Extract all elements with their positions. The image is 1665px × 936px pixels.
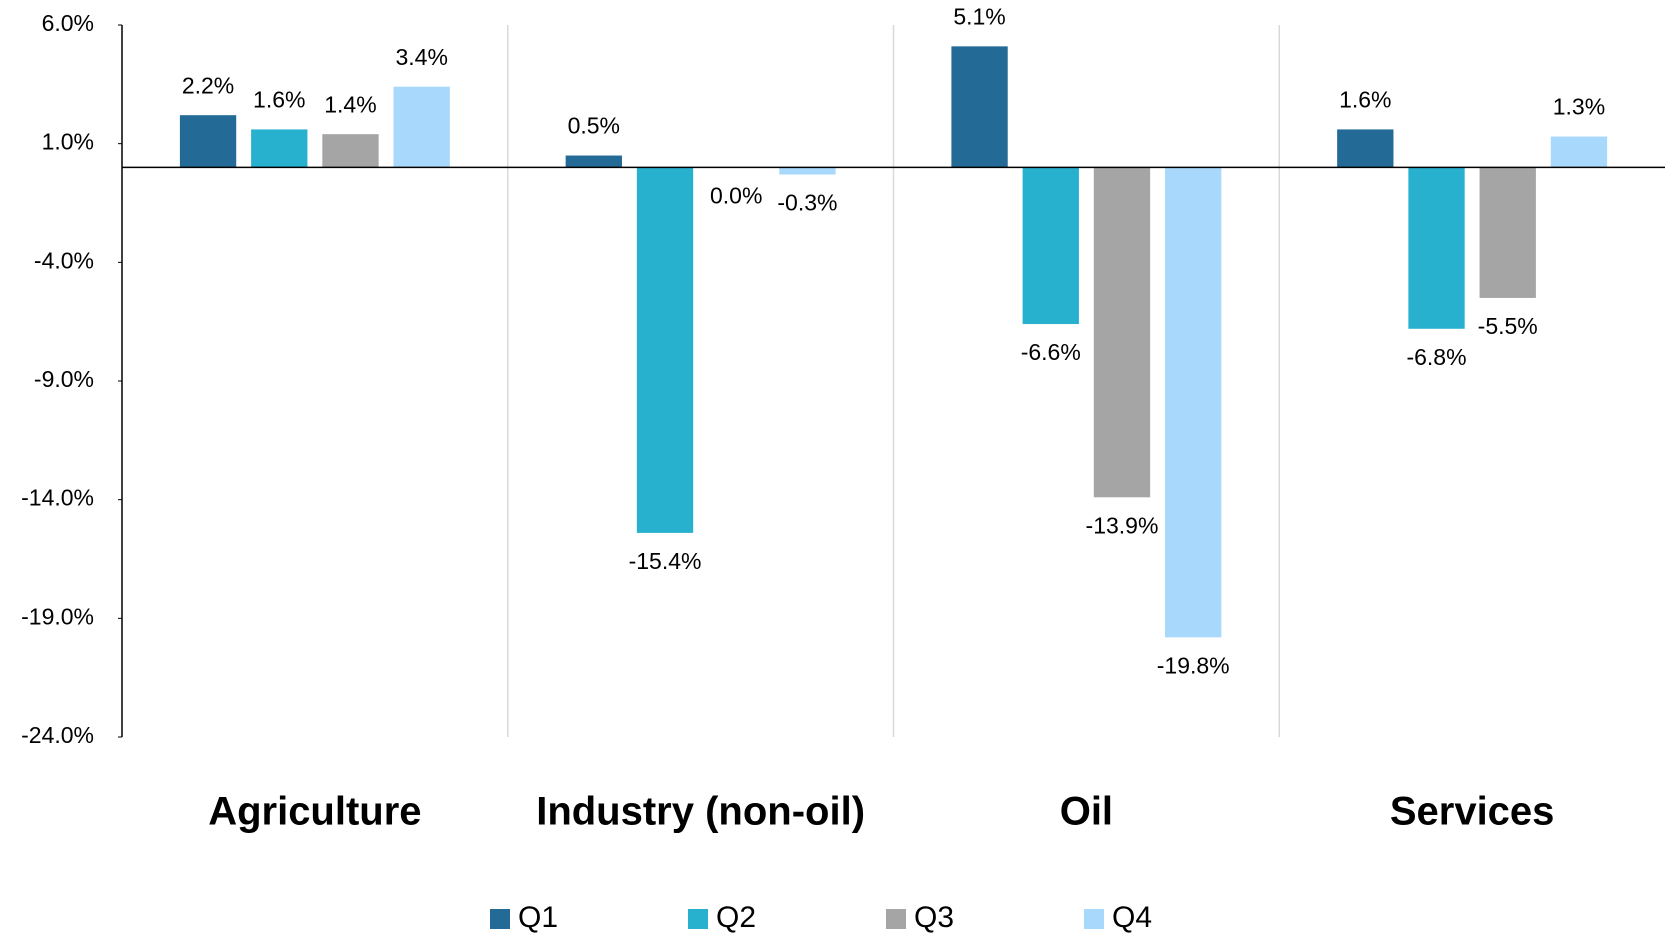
- data-label: 1.6%: [1339, 87, 1391, 113]
- data-label: 2.2%: [182, 72, 234, 98]
- legend-swatch: [886, 909, 906, 929]
- bar: [1408, 167, 1465, 329]
- bar: [779, 167, 836, 175]
- data-label: 1.3%: [1553, 94, 1605, 120]
- legend-swatch: [1084, 909, 1104, 929]
- legend-label: Q2: [716, 901, 756, 934]
- bar: [322, 134, 379, 168]
- data-label: -6.8%: [1406, 344, 1466, 370]
- y-tick-label: 6.0%: [42, 10, 94, 36]
- bar: [951, 46, 1008, 168]
- data-label: -19.8%: [1157, 652, 1230, 678]
- x-tick-label: Agriculture: [208, 790, 421, 834]
- legend-label: Q4: [1112, 901, 1152, 934]
- data-label: 0.5%: [568, 113, 620, 139]
- data-label: 0.0%: [710, 182, 762, 208]
- x-tick-label: Industry (non-oil): [536, 790, 865, 834]
- data-label: 1.6%: [253, 87, 305, 113]
- y-tick-label: -4.0%: [34, 247, 94, 273]
- bar: [1337, 129, 1394, 168]
- data-label: 3.4%: [395, 44, 447, 70]
- legend-swatch: [688, 909, 708, 929]
- y-tick-label: -24.0%: [21, 722, 94, 748]
- data-label: -15.4%: [629, 548, 702, 574]
- data-label: -0.3%: [777, 190, 837, 216]
- bar: [1165, 167, 1222, 638]
- data-label: -5.5%: [1478, 313, 1538, 339]
- bar: [393, 86, 450, 168]
- legend-label: Q1: [518, 901, 558, 934]
- bar: [251, 129, 308, 168]
- bar: [1022, 167, 1079, 325]
- bar: [1479, 167, 1536, 298]
- legend-swatch: [490, 909, 510, 929]
- bar: [1093, 167, 1151, 498]
- x-tick-label: Services: [1390, 790, 1555, 834]
- x-tick-label: Oil: [1060, 790, 1113, 834]
- data-label: 5.1%: [953, 3, 1005, 29]
- data-label: 1.4%: [324, 91, 376, 117]
- data-label: -13.9%: [1086, 512, 1159, 538]
- bar: [565, 155, 622, 168]
- data-label: -6.6%: [1021, 339, 1081, 365]
- y-tick-label: 1.0%: [42, 129, 94, 155]
- y-tick-label: -14.0%: [21, 485, 94, 511]
- bar: [179, 115, 237, 168]
- bar: [636, 167, 694, 533]
- legend-label: Q3: [914, 901, 954, 934]
- bar: [1550, 136, 1608, 168]
- y-tick-label: -19.0%: [21, 603, 94, 629]
- y-tick-label: -9.0%: [34, 366, 94, 392]
